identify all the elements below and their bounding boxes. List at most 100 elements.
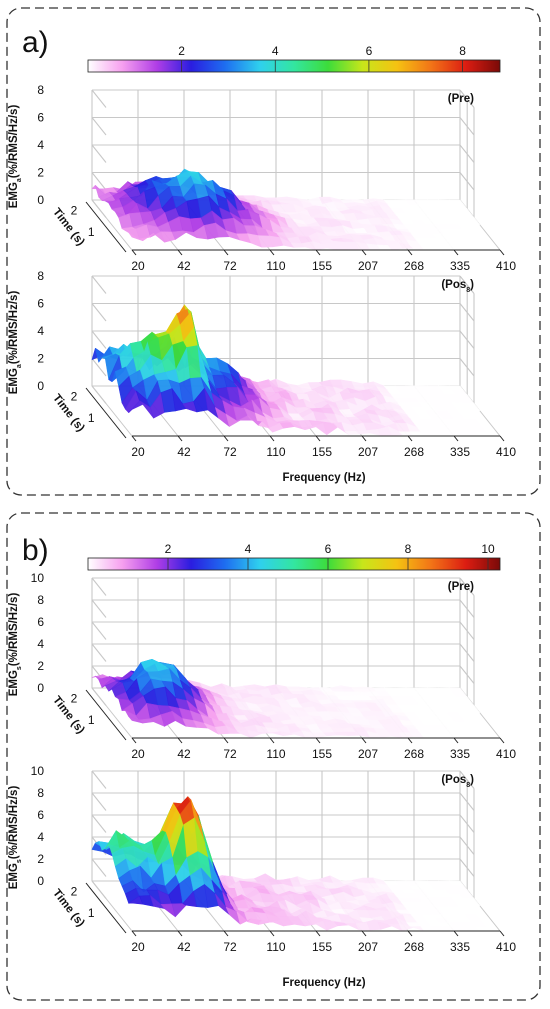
frequency-tick-label: 20 xyxy=(131,747,145,761)
time-tick-label: 2 xyxy=(71,390,78,404)
z-tick-label: 4 xyxy=(37,138,44,152)
frequency-tick-label: 207 xyxy=(358,940,378,954)
z-tick-label: 0 xyxy=(37,379,44,393)
frequency-tick-mark xyxy=(177,930,183,937)
frequency-tick-label: 72 xyxy=(223,747,237,761)
frequency-tick-mark xyxy=(223,249,229,256)
frequency-tick-mark xyxy=(177,737,183,744)
z-axis-label-main: EMG xyxy=(8,863,20,889)
z-tick-label: 6 xyxy=(37,111,44,125)
surface-patch xyxy=(465,708,481,714)
colorbar-tick-label: 10 xyxy=(481,542,495,556)
time-tick-label: 2 xyxy=(71,692,78,706)
colorbar-tick-label: 6 xyxy=(325,542,332,556)
frequency-tick-label: 110 xyxy=(266,445,285,459)
surface-patch xyxy=(465,220,481,226)
z-tick-label: 10 xyxy=(31,764,45,778)
frequency-tick-label: 268 xyxy=(404,940,424,954)
frequency-tick-label: 268 xyxy=(404,259,424,273)
z-tick-label: 6 xyxy=(37,297,44,311)
frequency-tick-label: 207 xyxy=(358,445,378,459)
surface-mesh xyxy=(91,304,487,437)
condition-label: (Pre) xyxy=(448,581,474,593)
frequency-tick-label: 410 xyxy=(496,747,516,761)
condition-label-main: (Pos xyxy=(441,774,466,786)
surface-patch xyxy=(471,427,487,433)
surface-patch xyxy=(465,901,481,907)
frequency-tick-mark xyxy=(131,930,137,937)
frequency-tick-label: 268 xyxy=(404,445,424,459)
grid-line xyxy=(91,599,107,618)
z-axis-label: EMGa(%/RMS/Hz/s) xyxy=(8,291,23,395)
condition-label-end: ) xyxy=(470,774,474,786)
frequency-tick-label: 42 xyxy=(177,747,191,761)
z-axis-label-sub: a xyxy=(16,364,23,368)
grid-line xyxy=(91,880,133,932)
frequency-tick-mark xyxy=(361,737,367,744)
frequency-tick-label: 335 xyxy=(450,747,470,761)
colorbar-tick-label: 2 xyxy=(178,44,185,58)
frequency-tick-mark xyxy=(269,737,275,744)
condition-label-main: (Pre) xyxy=(448,93,474,105)
frequency-tick-mark xyxy=(315,737,321,744)
panel-border xyxy=(6,512,541,1001)
frequency-tick-label: 72 xyxy=(223,940,237,954)
colorbar-tick-label: 4 xyxy=(245,542,252,556)
grid-line xyxy=(459,770,475,789)
time-tick-label: 1 xyxy=(88,906,95,920)
grid-line xyxy=(91,814,107,833)
z-axis-label-main: EMG xyxy=(8,182,20,208)
frequency-tick-mark xyxy=(499,435,505,442)
z-tick-label: 0 xyxy=(37,681,44,695)
frequency-tick-label: 155 xyxy=(312,259,332,273)
colorbar xyxy=(87,59,501,73)
frequency-tick-mark xyxy=(269,930,275,937)
frequency-tick-label: 335 xyxy=(450,445,470,459)
time-axis-line xyxy=(85,882,127,934)
frequency-tick-mark xyxy=(453,930,459,937)
time-tick-label: 2 xyxy=(71,885,78,899)
z-tick-label: 4 xyxy=(37,637,44,651)
frequency-tick-mark xyxy=(131,249,137,256)
frequency-tick-mark xyxy=(499,930,505,937)
frequency-tick-label: 110 xyxy=(266,259,285,273)
z-axis-label: EMGs(%/RMS/Hz/s) xyxy=(8,593,23,697)
condition-label-end: ) xyxy=(470,279,474,291)
frequency-tick-label: 410 xyxy=(496,940,516,954)
frequency-tick-mark xyxy=(407,930,413,937)
z-tick-label: 6 xyxy=(37,808,44,822)
frequency-tick-mark xyxy=(131,737,137,744)
frequency-tick-label: 155 xyxy=(312,940,332,954)
frequency-axis-label: Frequency (Hz) xyxy=(282,472,365,484)
frequency-tick-mark xyxy=(361,249,367,256)
z-tick-label: 8 xyxy=(37,83,44,97)
surface-plot-pre: 0 2 4 6 8 EMGa(%/RMS/Hz/s) 20 42 72 110 155 207 268 3… xyxy=(8,83,516,273)
surface-plot-pos8: 0 2 4 6 8 EMGa(%/RMS/Hz/s) 20 42 72 110 155 207 268 3… xyxy=(8,269,516,459)
frequency-tick-label: 20 xyxy=(131,445,145,459)
grid-line xyxy=(459,275,475,294)
frequency-tick-mark xyxy=(407,737,413,744)
z-axis-label-sub: s xyxy=(16,859,23,863)
grid-line xyxy=(459,89,475,108)
frequency-tick-mark xyxy=(269,435,275,442)
time-tick-label: 1 xyxy=(88,411,95,425)
surface-patch xyxy=(471,922,487,928)
z-axis-label: EMGa(%/RMS/Hz/s) xyxy=(8,105,23,209)
condition-label: (Pre) xyxy=(448,93,474,105)
z-tick-label: 8 xyxy=(37,269,44,283)
frequency-tick-label: 335 xyxy=(450,259,470,273)
time-axis-label: Time (s) xyxy=(50,694,87,736)
z-axis-label-unit: (%/RMS/Hz/s) xyxy=(8,105,20,179)
z-tick-label: 10 xyxy=(31,571,45,585)
surface-mesh xyxy=(91,658,487,739)
time-axis-line xyxy=(85,201,127,253)
panel-border xyxy=(6,7,541,496)
grid-line xyxy=(91,385,133,437)
frequency-tick-label: 207 xyxy=(358,747,378,761)
frequency-tick-label: 20 xyxy=(131,940,145,954)
frequency-tick-mark xyxy=(177,249,183,256)
z-tick-label: 2 xyxy=(37,352,44,366)
condition-label: (Pos8) xyxy=(441,279,474,294)
